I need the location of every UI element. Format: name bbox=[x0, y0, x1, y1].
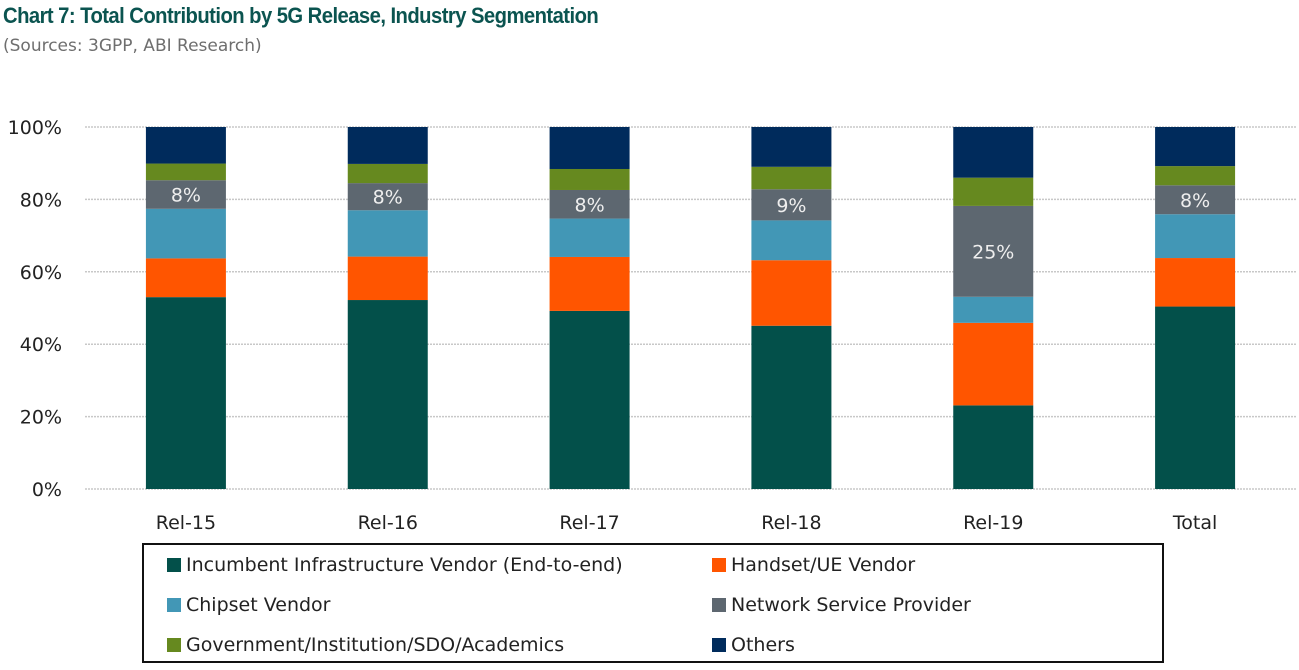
bar-segment-rel-17-s5 bbox=[549, 127, 630, 169]
legend-swatch bbox=[712, 558, 726, 572]
bar-segment-rel-18-s1 bbox=[751, 260, 832, 326]
bar-segment-rel-15-s3 bbox=[145, 180, 226, 209]
legend-swatch bbox=[712, 638, 726, 652]
legend-label: Network Service Provider bbox=[731, 594, 971, 616]
data-label: 8% bbox=[575, 194, 605, 216]
legend-swatch bbox=[712, 598, 726, 612]
y-tick-label: 100% bbox=[8, 117, 62, 139]
x-category-label: Rel-19 bbox=[963, 512, 1023, 534]
bar-segment-rel-19-s3 bbox=[953, 205, 1034, 297]
bar-segment-total-s1 bbox=[1155, 258, 1236, 307]
bar-segment-rel-18-s5 bbox=[751, 127, 832, 167]
bar-segment-rel-15-s5 bbox=[145, 127, 226, 164]
legend-item-government: Government/Institution/SDO/Academics bbox=[167, 634, 564, 656]
bar-segment-total-s0 bbox=[1155, 306, 1236, 489]
bar-segment-total-s5 bbox=[1155, 127, 1236, 167]
bar-segment-rel-17-s4 bbox=[549, 168, 630, 190]
bar-segment-total-s2 bbox=[1155, 214, 1236, 259]
bar-segment-total-s4 bbox=[1155, 166, 1236, 186]
x-category-label: Total bbox=[1172, 512, 1217, 534]
legend-item-others: Others bbox=[712, 634, 795, 656]
bar-segment-rel-18-s2 bbox=[751, 220, 832, 261]
y-axis-ticks: 0% 20% 40% 60% 80% 100% bbox=[8, 117, 62, 501]
data-label: 8% bbox=[171, 185, 201, 207]
chart-title: Chart 7: Total Contribution by 5G Releas… bbox=[3, 3, 599, 28]
bar-segment-rel-16-s0 bbox=[347, 300, 428, 489]
bar-segment-rel-19-s4 bbox=[953, 177, 1034, 206]
data-label: 8% bbox=[373, 187, 403, 209]
bar-segment-rel-15-s2 bbox=[145, 208, 226, 259]
bar-segment-rel-19-s5 bbox=[953, 127, 1034, 178]
bar-segment-rel-18-s0 bbox=[751, 325, 832, 489]
legend-label: Handset/UE Vendor bbox=[731, 554, 916, 576]
bar-segment-rel-17-s0 bbox=[549, 310, 630, 489]
legend: Incumbent Infrastructure Vendor (End-to-… bbox=[142, 543, 1164, 663]
y-tick-label: 60% bbox=[20, 262, 62, 284]
gridlines bbox=[85, 126, 1296, 490]
bar-segment-rel-17-s3 bbox=[549, 189, 630, 219]
data-label: 25% bbox=[972, 241, 1014, 263]
bar-segment-rel-15-s4 bbox=[145, 163, 226, 181]
data-labels: 8% 8% 8% 9% 25% 8% bbox=[171, 185, 1210, 264]
legend-label: Chipset Vendor bbox=[186, 594, 331, 616]
x-category-label: Rel-15 bbox=[156, 512, 216, 534]
bars bbox=[145, 127, 1236, 489]
bar-segment-rel-18-s4 bbox=[751, 166, 832, 190]
x-category-label: Rel-16 bbox=[358, 512, 418, 534]
bar-segment-rel-16-s5 bbox=[347, 127, 428, 164]
bar-segment-rel-19-s0 bbox=[953, 405, 1034, 489]
bar-segment-rel-19-s1 bbox=[953, 322, 1034, 406]
x-axis-categories: Rel-15 Rel-16 Rel-17 Rel-18 Rel-19 Total bbox=[156, 512, 1218, 534]
bar-segment-rel-17-s1 bbox=[549, 256, 630, 311]
bar-segment-rel-18-s3 bbox=[751, 189, 832, 221]
bar-segment-rel-16-s3 bbox=[347, 183, 428, 211]
legend-label: Government/Institution/SDO/Academics bbox=[186, 634, 565, 656]
legend-item-network-service-provider: Network Service Provider bbox=[712, 594, 971, 616]
x-category-label: Rel-18 bbox=[761, 512, 821, 534]
bar-segment-rel-17-s2 bbox=[549, 218, 630, 257]
bar-segment-rel-16-s1 bbox=[347, 256, 428, 301]
x-category-label: Rel-17 bbox=[559, 512, 619, 534]
legend-swatch bbox=[167, 598, 181, 612]
y-tick-label: 20% bbox=[20, 407, 62, 429]
y-tick-label: 40% bbox=[20, 334, 62, 356]
bar-segment-rel-16-s2 bbox=[347, 210, 428, 257]
legend-swatch bbox=[167, 558, 181, 572]
legend-label: Others bbox=[731, 634, 795, 656]
legend-item-chipset: Chipset Vendor bbox=[167, 594, 330, 616]
y-tick-label: 0% bbox=[32, 479, 62, 501]
bar-segment-rel-15-s1 bbox=[145, 258, 226, 298]
chart-subtitle: (Sources: 3GPP, ABI Research) bbox=[3, 36, 262, 56]
legend-item-handset: Handset/UE Vendor bbox=[712, 554, 915, 576]
legend-swatch bbox=[167, 638, 181, 652]
stacked-bar-chart: 0%20%40%60%80%100% 8% 8% 8% 9%25%8% Rel-15 R… bbox=[8, 117, 1296, 534]
bar-segment-rel-19-s2 bbox=[953, 296, 1034, 323]
bar-segment-rel-16-s4 bbox=[347, 163, 428, 184]
legend-label: Incumbent Infrastructure Vendor (End-to-… bbox=[186, 554, 623, 576]
bar-segment-total-s3 bbox=[1155, 185, 1236, 215]
data-label: 9% bbox=[776, 195, 806, 217]
y-tick-label: 80% bbox=[20, 189, 62, 211]
legend-item-incumbent: Incumbent Infrastructure Vendor (End-to-… bbox=[167, 554, 623, 576]
data-label: 8% bbox=[1180, 190, 1210, 212]
bar-segment-rel-15-s0 bbox=[145, 297, 226, 489]
